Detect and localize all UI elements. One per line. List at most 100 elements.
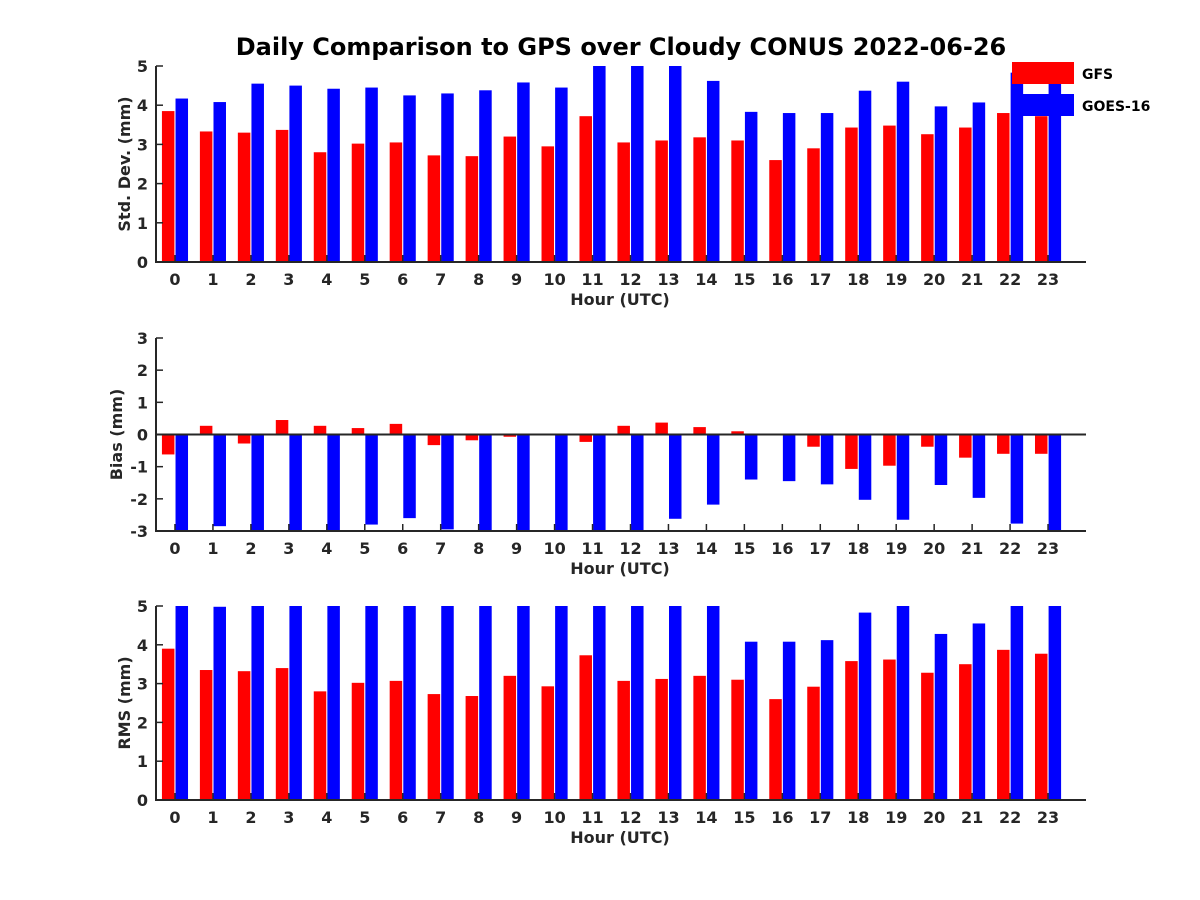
- bar-goes-16-hour-16: [782, 113, 796, 262]
- bar-goes-16-hour-19: [896, 606, 910, 800]
- bar-goes-16-hour-11: [593, 66, 606, 262]
- bar-gfs-hour-8: [465, 434, 479, 441]
- bar-gfs-hour-19: [883, 125, 896, 262]
- x-tick-label: 14: [695, 270, 717, 289]
- x-tick-label: 13: [657, 539, 679, 558]
- x-tick-label: 0: [169, 539, 180, 558]
- y-tick-label: 1: [137, 752, 148, 771]
- y-tick-label: 2: [137, 175, 148, 194]
- bar-gfs-hour-17: [807, 686, 820, 800]
- y-tick-label: -2: [130, 490, 148, 509]
- bar-goes-16-hour-0: [175, 98, 189, 262]
- bar-goes-16-hour-8: [479, 606, 492, 800]
- x-tick-label: 9: [511, 539, 522, 558]
- bar-goes-16-hour-14: [706, 434, 720, 505]
- bar-goes-16-hour-4: [327, 88, 340, 263]
- bar-gfs-hour-18: [845, 661, 858, 800]
- x-tick-label: 20: [923, 270, 945, 289]
- bar-goes-16-hour-20: [934, 633, 948, 800]
- x-axis-label: Hour (UTC): [570, 559, 670, 578]
- bar-goes-16-hour-7: [441, 606, 454, 800]
- bar-gfs-hour-2: [237, 671, 251, 800]
- x-tick-label: 15: [733, 270, 755, 289]
- bar-gfs-hour-22: [997, 434, 1010, 454]
- x-tick-label: 2: [245, 539, 256, 558]
- bar-gfs-hour-2: [237, 434, 251, 444]
- bar-goes-16-hour-12: [631, 66, 644, 262]
- legend-label-goes-16: GOES-16: [1082, 99, 1150, 115]
- bar-goes-16-hour-16: [782, 641, 796, 800]
- bar-goes-16-hour-2: [251, 606, 264, 800]
- x-tick-label: 11: [581, 808, 603, 827]
- x-tick-label: 11: [581, 539, 603, 558]
- bar-goes-16-hour-13: [669, 66, 682, 262]
- x-tick-label: 2: [245, 808, 256, 827]
- bar-goes-16-hour-10: [555, 87, 568, 262]
- bar-goes-16-hour-15: [744, 111, 758, 262]
- x-tick-label: 4: [321, 808, 332, 827]
- x-tick-label: 15: [733, 539, 755, 558]
- x-tick-label: 14: [695, 539, 717, 558]
- bar-goes-16-hour-9: [517, 606, 530, 800]
- bar-goes-16-hour-0: [175, 606, 189, 800]
- x-tick-label: 3: [283, 539, 294, 558]
- bar-gfs-hour-8: [465, 156, 479, 262]
- x-tick-label: 23: [1037, 270, 1059, 289]
- bar-goes-16-hour-13: [669, 606, 682, 800]
- y-axis-label: Std. Dev. (mm): [115, 96, 134, 231]
- x-tick-label: 18: [847, 270, 869, 289]
- x-tick-label: 18: [847, 539, 869, 558]
- bar-gfs-hour-17: [807, 148, 820, 262]
- x-tick-label: 7: [435, 808, 446, 827]
- bar-gfs-hour-13: [655, 140, 668, 262]
- bar-goes-16-hour-18: [858, 612, 872, 800]
- x-tick-label: 0: [169, 270, 180, 289]
- bar-goes-16-hour-21: [972, 434, 986, 498]
- x-tick-label: 5: [359, 270, 370, 289]
- x-tick-label: 7: [435, 270, 446, 289]
- x-tick-label: 3: [283, 808, 294, 827]
- x-tick-label: 22: [999, 808, 1021, 827]
- x-tick-label: 13: [657, 270, 679, 289]
- bar-goes-16-hour-11: [593, 434, 606, 531]
- x-tick-label: 6: [397, 539, 408, 558]
- y-axis-label: Bias (mm): [107, 389, 126, 481]
- legend-label-gfs: GFS: [1082, 67, 1113, 83]
- y-tick-label: 2: [137, 361, 148, 380]
- bar-goes-16-hour-7: [441, 434, 454, 530]
- bar-goes-16-hour-13: [669, 434, 682, 519]
- bar-gfs-hour-11: [579, 434, 592, 442]
- bar-goes-16-hour-8: [479, 90, 492, 262]
- x-tick-label: 0: [169, 808, 180, 827]
- bar-gfs-hour-18: [845, 434, 858, 469]
- bar-goes-16-hour-10: [555, 434, 568, 531]
- bar-goes-16-hour-22: [1010, 606, 1024, 800]
- bar-gfs-hour-9: [503, 136, 517, 262]
- y-tick-label: 1: [137, 214, 148, 233]
- bar-goes-16-hour-22: [1010, 434, 1024, 524]
- bar-goes-16-hour-12: [631, 606, 644, 800]
- bar-gfs-hour-23: [1034, 434, 1048, 454]
- bar-goes-16-hour-3: [289, 85, 302, 262]
- bar-gfs-hour-16: [769, 160, 782, 262]
- bar-gfs-hour-21: [959, 127, 972, 262]
- bar-gfs-hour-9: [503, 434, 517, 437]
- bar-goes-16-hour-23: [1048, 434, 1062, 531]
- x-tick-label: 3: [283, 270, 294, 289]
- x-tick-label: 19: [885, 808, 907, 827]
- figure-title: Daily Comparison to GPS over Cloudy CONU…: [236, 33, 1007, 61]
- x-tick-label: 23: [1037, 808, 1059, 827]
- legend-swatch-goes-16: [1012, 94, 1074, 116]
- bar-gfs-hour-20: [921, 672, 934, 800]
- bar-gfs-hour-19: [883, 659, 896, 800]
- bar-gfs-hour-16: [769, 699, 782, 800]
- x-tick-label: 19: [885, 270, 907, 289]
- x-tick-label: 8: [473, 539, 484, 558]
- bar-gfs-hour-0: [161, 111, 175, 262]
- bar-gfs-hour-22: [997, 113, 1010, 262]
- x-tick-label: 21: [961, 539, 983, 558]
- bar-goes-16-hour-21: [972, 623, 986, 800]
- legend: GFS GOES-16: [1012, 62, 1150, 116]
